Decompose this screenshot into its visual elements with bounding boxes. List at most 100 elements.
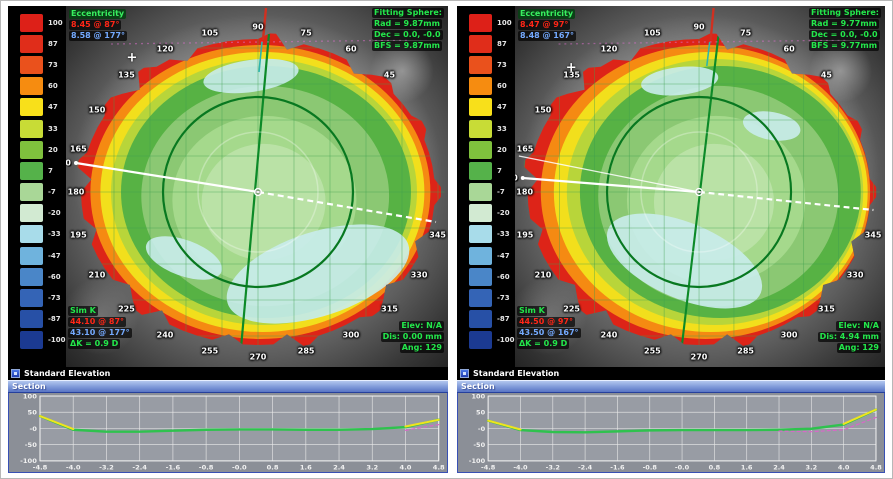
- topography-panel-right: 100 87 73 60 47 33 20 7 -7 -20 -33 -47 -60 -73 -87 -100…: [456, 6, 885, 473]
- scale-swatch: [20, 246, 43, 265]
- meridian-label: 180: [67, 187, 85, 197]
- scale-row: -33: [20, 225, 66, 244]
- scale-swatch: [468, 331, 492, 350]
- map-canvas-left[interactable]: 45 60 75 90 105 120 135 150 165 180 195 210 225 240 25…: [66, 6, 448, 367]
- sim-k-title: Sim K: [516, 306, 547, 316]
- color-scale: 100 87 73 60 47 33 20 7 -7 -20 -33 -47 -60 -73 -87 -100: [457, 6, 515, 367]
- svg-text:-100: -100: [469, 457, 486, 465]
- fitting-sphere-title: Fitting Sphere:: [372, 8, 444, 18]
- sim-k-steep: 44.50 @ 97°: [516, 317, 575, 327]
- svg-text:-0.0: -0.0: [232, 464, 247, 472]
- scale-row: 73: [20, 55, 66, 74]
- keratometry-readout: Eccentricity 8.47 @ 97° 8.48 @ 167°: [517, 9, 576, 41]
- scale-row: -7: [20, 183, 66, 202]
- meridian-label: 90: [252, 22, 264, 32]
- scale-row: 87: [468, 34, 515, 53]
- svg-text:4.8: 4.8: [433, 464, 445, 472]
- svg-text:-1.6: -1.6: [166, 464, 181, 472]
- meridian-label: 285: [737, 346, 754, 356]
- scale-label: 73: [496, 60, 507, 69]
- svg-text:4.0: 4.0: [838, 463, 850, 471]
- scale-label: 20: [496, 145, 507, 154]
- scale-swatch: [20, 161, 43, 180]
- tab-label: Standard Elevation: [24, 369, 111, 378]
- meridian-label: 120: [600, 44, 618, 54]
- scale-swatch: [468, 161, 492, 180]
- section-pane-header[interactable]: Section: [456, 380, 885, 393]
- scale-row: 87: [20, 34, 66, 53]
- tab-label: Standard Elevation: [472, 369, 560, 378]
- scale-label: 33: [496, 124, 507, 133]
- scale-swatch: [468, 77, 492, 96]
- scale-swatch: [468, 267, 492, 286]
- tab-standard-elevation[interactable]: Standard Elevation: [456, 367, 885, 380]
- scale-label: -100: [48, 336, 66, 345]
- tab-standard-elevation[interactable]: Standard Elevation: [8, 367, 448, 380]
- meridian-label: 60: [783, 44, 795, 54]
- scale-row: 20: [468, 140, 515, 159]
- scale-row: -87: [468, 310, 515, 329]
- fitting-sphere-bfs: BFS = 9.77mm: [809, 41, 880, 51]
- scale-label: 60: [48, 82, 58, 91]
- svg-text:-0.0: -0.0: [675, 463, 690, 471]
- meridian-label: 270: [690, 352, 708, 362]
- keratometry-readout: Eccentricity 8.45 @ 87° 8.58 @ 177°: [69, 9, 128, 41]
- meridian-label: 300: [342, 330, 360, 340]
- fitting-sphere-readout: Fitting Sphere: Rad = 9.77mm Dec = 0.0, …: [809, 8, 881, 51]
- color-scale: 100 87 73 60 47 33 20 7 -7 -20 -33 -47 -60 -73 -87 -100: [8, 6, 66, 367]
- scale-row: 100: [20, 13, 66, 32]
- meridian-label: 270: [249, 352, 267, 362]
- scale-label: -20: [496, 209, 510, 218]
- elevation-map-svg: [73, 7, 445, 348]
- meridian-label: 240: [156, 330, 174, 340]
- map-canvas-right[interactable]: 45 60 75 90 105 120 135 150 165 180 195 210 225 240 25…: [514, 6, 885, 367]
- scale-row: 7: [20, 161, 66, 180]
- meridian-label: 210: [88, 270, 106, 279]
- scale-label: 60: [496, 82, 507, 91]
- pane-icon[interactable]: [459, 369, 469, 378]
- meridian-label: 165: [69, 144, 87, 154]
- meridian-label: 105: [201, 28, 219, 38]
- svg-text:0.8: 0.8: [709, 463, 721, 471]
- steep-k-value: 8.47 @ 97°: [517, 20, 571, 30]
- meridian-label: 150: [534, 105, 552, 114]
- pane-icon[interactable]: [11, 369, 20, 378]
- sim-k-flat: 43.50 @ 167°: [516, 328, 581, 338]
- meridian-label: 255: [644, 346, 661, 356]
- meridian-label: 180: [516, 187, 534, 197]
- meridian-label: 315: [818, 304, 835, 314]
- section-chart-left: 100 50 -0 -50 -100 -4.8 -4.0 -3.2 -2.4 -1.6 -0.8 -0…: [8, 393, 448, 473]
- meridian-label: 315: [381, 304, 398, 314]
- scale-swatch: [468, 98, 492, 117]
- section-pane-header[interactable]: Section: [8, 380, 448, 393]
- scale-swatch: [468, 310, 492, 329]
- map-title-pill: Eccentricity: [69, 9, 127, 19]
- scale-row: -33: [468, 225, 515, 244]
- sim-k-delta: ΔK = 0.9 D: [68, 339, 121, 349]
- cursor-ang: Ang: 129: [399, 343, 444, 353]
- scale-label: 33: [48, 124, 58, 133]
- fitting-sphere-bfs: BFS = 9.87mm: [372, 41, 443, 51]
- scale-swatch: [20, 267, 43, 286]
- svg-text:50: 50: [476, 409, 486, 417]
- scale-swatch: [20, 34, 43, 53]
- scale-label: -20: [48, 209, 61, 218]
- scale-label: -7: [496, 188, 505, 197]
- cursor-elev: Elev: N/A: [399, 321, 444, 331]
- sim-k-flat: 43.10 @ 177°: [68, 328, 132, 338]
- meridian-label: 150: [88, 105, 106, 114]
- scale-label: -7: [48, 188, 56, 197]
- scale-label: 47: [496, 103, 507, 112]
- scale-swatch: [20, 225, 43, 244]
- scale-label: -33: [496, 230, 510, 239]
- fitting-sphere-rad: Rad = 9.77mm: [809, 19, 879, 29]
- scale-label: -60: [48, 272, 61, 281]
- svg-text:100: 100: [471, 393, 485, 400]
- scale-label: 7: [496, 166, 502, 175]
- meridian-label: 75: [740, 28, 752, 38]
- cursor-dis: Dis: 0.00 mm: [380, 332, 444, 342]
- elevation-map-svg: [518, 7, 880, 348]
- svg-text:-1.6: -1.6: [610, 463, 625, 471]
- scale-label: -60: [496, 272, 510, 281]
- scale-label: -100: [496, 336, 515, 345]
